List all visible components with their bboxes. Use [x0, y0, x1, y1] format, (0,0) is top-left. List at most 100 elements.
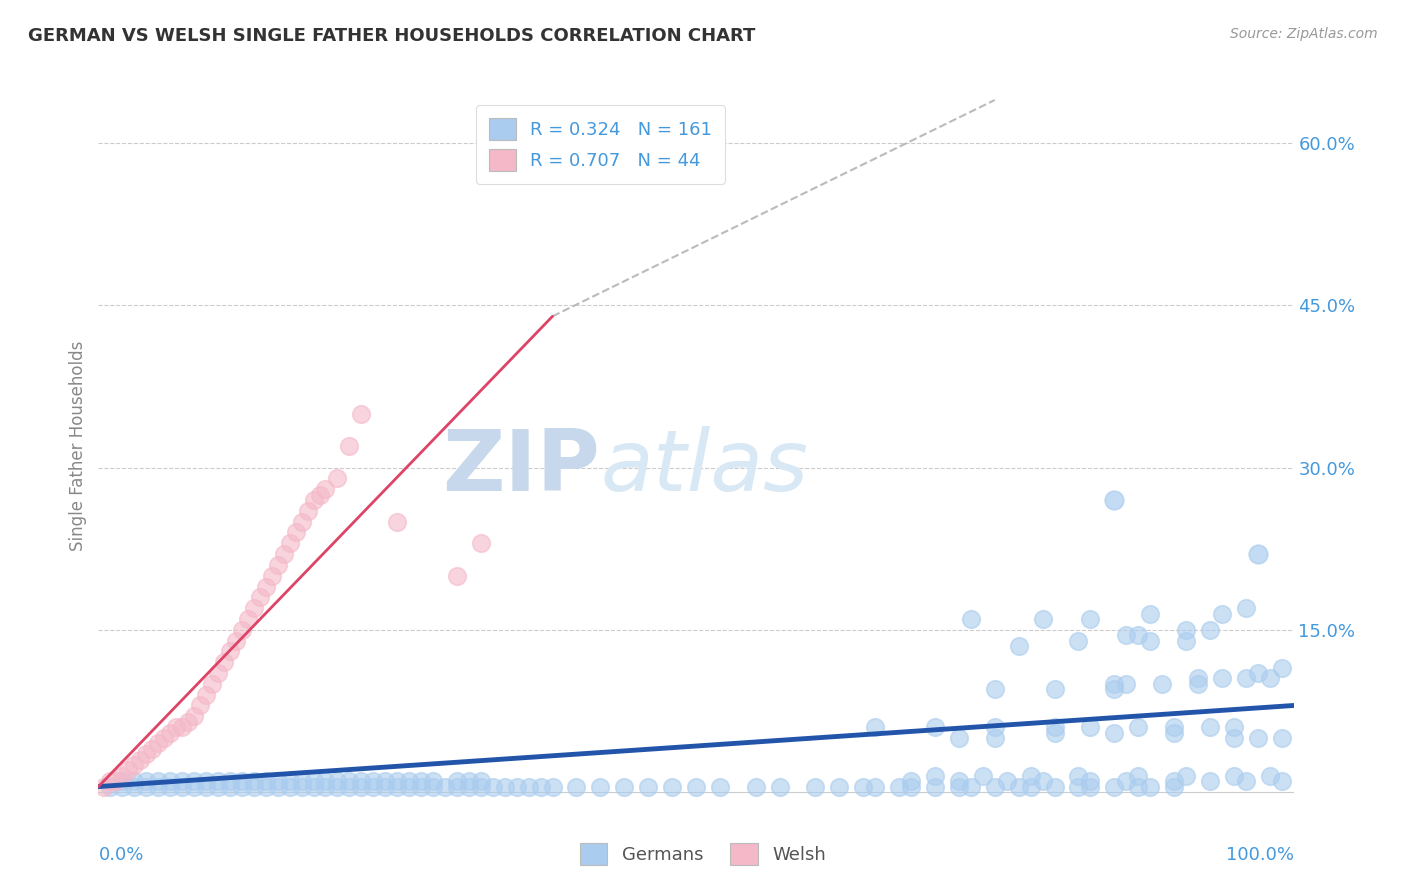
- Point: [589, 780, 612, 794]
- Point: [254, 774, 277, 789]
- Point: [302, 493, 325, 508]
- Point: [865, 780, 887, 794]
- Point: [1258, 672, 1281, 686]
- Point: [172, 720, 194, 734]
- Point: [117, 764, 139, 778]
- Point: [865, 720, 887, 734]
- Point: [685, 780, 707, 794]
- Y-axis label: Single Father Households: Single Father Households: [69, 341, 87, 551]
- Point: [315, 780, 337, 794]
- Point: [385, 780, 409, 794]
- Point: [278, 536, 301, 550]
- Point: [195, 780, 218, 794]
- Point: [422, 780, 444, 794]
- Point: [1247, 666, 1270, 681]
- Point: [1163, 780, 1185, 794]
- Point: [284, 525, 307, 540]
- Point: [243, 774, 266, 789]
- Point: [1175, 623, 1198, 637]
- Point: [768, 780, 790, 794]
- Point: [98, 774, 122, 789]
- Point: [1187, 677, 1209, 691]
- Point: [1247, 547, 1270, 561]
- Point: [1271, 774, 1294, 789]
- Point: [1199, 774, 1222, 789]
- Point: [1104, 780, 1126, 794]
- Point: [1152, 677, 1174, 691]
- Point: [148, 774, 170, 789]
- Point: [1234, 672, 1257, 686]
- Point: [1067, 769, 1090, 783]
- Point: [494, 780, 516, 794]
- Point: [326, 780, 349, 794]
- Point: [1019, 769, 1042, 783]
- Point: [172, 774, 194, 789]
- Point: [135, 780, 157, 794]
- Point: [254, 580, 277, 594]
- Point: [231, 623, 253, 637]
- Point: [422, 774, 444, 789]
- Point: [900, 774, 922, 789]
- Point: [159, 774, 181, 789]
- Point: [374, 780, 396, 794]
- Point: [1032, 774, 1054, 789]
- Point: [105, 774, 128, 789]
- Point: [1043, 725, 1066, 739]
- Point: [1234, 601, 1257, 615]
- Point: [1104, 682, 1126, 697]
- Point: [207, 780, 229, 794]
- Point: [924, 720, 946, 734]
- Point: [297, 504, 319, 518]
- Point: [1104, 493, 1126, 508]
- Point: [709, 780, 731, 794]
- Point: [411, 780, 433, 794]
- Point: [207, 774, 229, 789]
- Point: [339, 439, 361, 453]
- Point: [339, 780, 361, 794]
- Point: [1128, 780, 1150, 794]
- Point: [148, 780, 170, 794]
- Point: [326, 774, 349, 789]
- Point: [1187, 672, 1209, 686]
- Point: [1258, 769, 1281, 783]
- Point: [385, 774, 409, 789]
- Point: [1139, 607, 1161, 621]
- Point: [1271, 731, 1294, 745]
- Point: [302, 780, 325, 794]
- Point: [219, 644, 242, 658]
- Point: [165, 720, 187, 734]
- Point: [984, 780, 1007, 794]
- Point: [972, 769, 994, 783]
- Point: [363, 780, 385, 794]
- Point: [517, 780, 540, 794]
- Point: [434, 780, 457, 794]
- Point: [637, 780, 659, 794]
- Point: [267, 780, 290, 794]
- Point: [852, 780, 875, 794]
- Point: [1067, 633, 1090, 648]
- Point: [506, 780, 529, 794]
- Point: [828, 780, 851, 794]
- Point: [1163, 725, 1185, 739]
- Point: [398, 774, 420, 789]
- Point: [889, 780, 911, 794]
- Point: [948, 774, 970, 789]
- Point: [1234, 774, 1257, 789]
- Point: [195, 774, 218, 789]
- Point: [1163, 720, 1185, 734]
- Point: [1211, 607, 1233, 621]
- Point: [291, 515, 314, 529]
- Point: [315, 774, 337, 789]
- Point: [470, 536, 492, 550]
- Point: [458, 780, 481, 794]
- Point: [315, 482, 337, 496]
- Point: [267, 774, 290, 789]
- Point: [398, 780, 420, 794]
- Point: [267, 558, 290, 572]
- Point: [1080, 774, 1102, 789]
- Legend: Germans, Welsh: Germans, Welsh: [571, 834, 835, 874]
- Point: [207, 666, 229, 681]
- Point: [924, 769, 946, 783]
- Point: [804, 780, 827, 794]
- Point: [1115, 774, 1137, 789]
